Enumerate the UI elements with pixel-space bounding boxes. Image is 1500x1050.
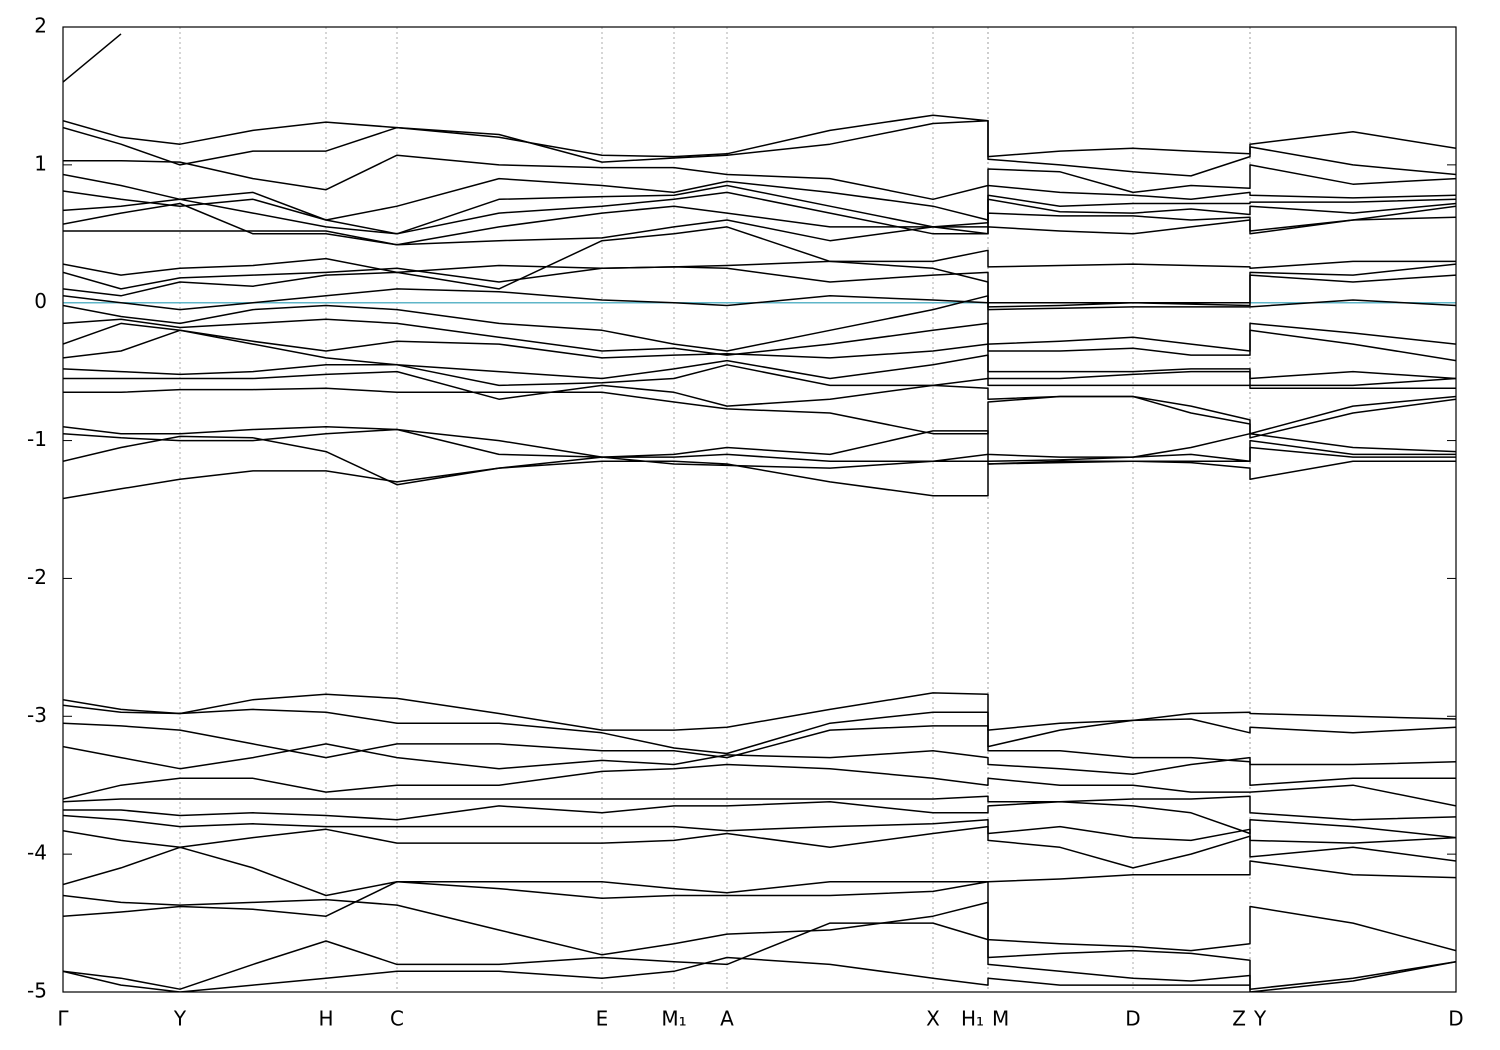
band [63,894,1456,956]
band [63,33,122,83]
band [63,263,1456,304]
band [63,825,1456,869]
x-tick-label: C [390,1007,404,1031]
x-tick-label: Z [1232,1007,1246,1031]
band [63,795,1456,821]
band [63,846,1456,897]
y-tick-label: 0 [34,289,47,313]
band [63,322,1456,380]
x-tick-label: H [318,1007,333,1031]
x-tick-label: X [926,1007,940,1031]
x-tick-label: D [1125,1007,1140,1031]
band [63,370,1456,435]
band [63,249,1456,276]
x-tick-label: E [596,1007,609,1031]
band [63,801,1456,839]
band [63,435,1456,486]
y-tick-label: -3 [27,703,47,727]
x-tick-label: A [720,1007,734,1031]
band [63,426,1456,458]
y-tick-label: 1 [34,151,47,175]
band [63,173,1456,221]
band [63,329,1456,387]
band [63,202,1456,246]
x-tick-label: H₁ [961,1007,984,1031]
band [63,428,1456,463]
band [63,956,1250,992]
band [63,191,1456,235]
band [63,763,1456,807]
band-layer [63,33,1456,992]
band [63,216,1456,246]
band [63,318,1456,362]
y-tick-label: -1 [27,427,47,451]
band [63,226,1456,308]
grid-layer [62,26,1457,993]
band [63,446,1456,500]
band [63,288,1456,311]
band [63,922,1456,992]
x-tick-label: Γ [57,1007,69,1031]
band [63,880,1456,990]
band [63,692,1456,748]
x-tick-label: M [992,1007,1009,1031]
band [63,387,1456,439]
band [63,364,1456,389]
band [63,743,1456,786]
band [63,119,1456,177]
x-tick-label: M₁ [661,1007,686,1031]
x-tick-label: D [1448,1007,1463,1031]
y-tick-label: -5 [27,979,47,1003]
y-tick-label: -2 [27,565,47,589]
band [63,114,1456,158]
band [63,154,1456,201]
band [63,295,1456,352]
y-tick-label: -4 [27,841,47,865]
plot-frame [62,26,1457,993]
x-tick-label: Y [1253,1007,1267,1031]
band [63,704,1456,755]
band [63,184,1456,235]
y-tick-label: 2 [34,14,47,38]
x-tick-label: Y [173,1007,187,1031]
band [63,814,1456,844]
